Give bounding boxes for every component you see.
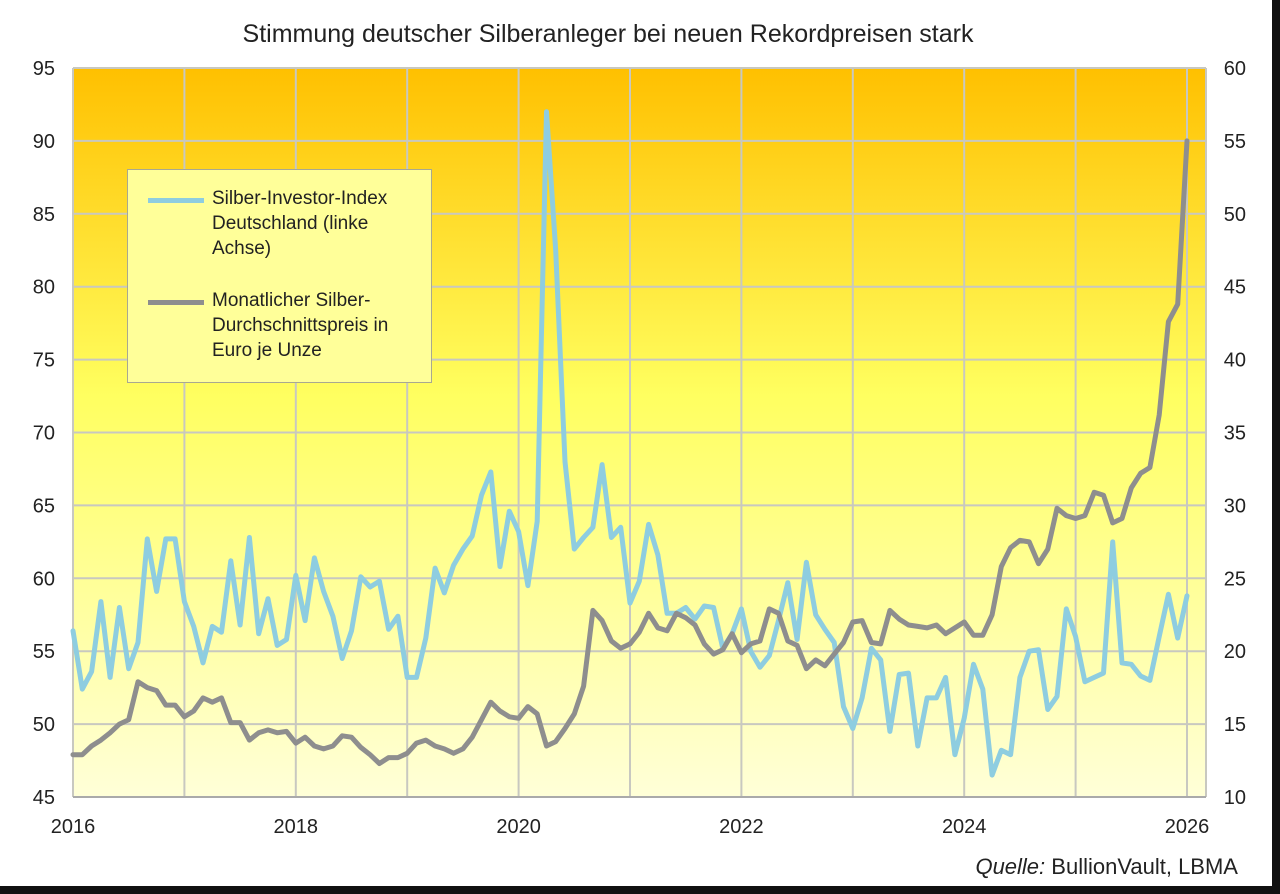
left-axis-ticks: 45 50 55 60 65 70 75 80 85 90 95 — [33, 58, 55, 809]
right-tick-label: 45 — [1224, 277, 1246, 299]
left-tick-label: 95 — [33, 58, 55, 80]
legend-item-index: Silber-Investor-Index Deutschland (linke… — [128, 186, 427, 261]
right-tick-label: 30 — [1224, 495, 1246, 517]
x-tick-label: 2016 — [51, 816, 96, 838]
legend-item-price: Monatlicher Silber- Durchschnittspreis i… — [128, 288, 427, 363]
legend-text: Euro je Unze — [212, 340, 322, 361]
left-tick-label: 85 — [33, 204, 55, 226]
left-tick-label: 45 — [33, 787, 55, 809]
x-tick-label: 2024 — [942, 816, 987, 838]
right-tick-label: 50 — [1224, 204, 1246, 226]
right-tick-label: 35 — [1224, 423, 1246, 445]
source-label: Quelle: — [975, 854, 1046, 879]
legend-text: Durchschnittspreis in — [212, 315, 389, 336]
left-tick-label: 90 — [33, 131, 55, 153]
left-tick-label: 60 — [33, 568, 55, 590]
left-tick-label: 50 — [33, 714, 55, 736]
x-tick-label: 2022 — [719, 816, 764, 838]
right-tick-label: 40 — [1224, 350, 1246, 372]
x-tick-label: 2018 — [274, 816, 319, 838]
right-tick-label: 60 — [1224, 58, 1246, 80]
legend-text: Deutschland (linke — [212, 213, 369, 234]
series-line-silver-price-eur — [70, 138, 1190, 766]
legend-text: Achse) — [212, 238, 272, 259]
legend-text: Silber-Investor-Index — [212, 188, 388, 209]
legend-text: Monatlicher Silber- — [212, 290, 371, 311]
series-lines — [70, 109, 1190, 778]
left-tick-label: 80 — [33, 277, 55, 299]
source-text: BullionVault, LBMA — [1051, 854, 1238, 879]
left-tick-label: 55 — [33, 641, 55, 663]
legend: Silber-Investor-Index Deutschland (linke… — [127, 169, 432, 383]
right-tick-label: 20 — [1224, 641, 1246, 663]
right-tick-label: 55 — [1224, 131, 1246, 153]
legend-swatch-index — [148, 198, 204, 203]
left-tick-label: 75 — [33, 350, 55, 372]
x-tick-label: 2020 — [496, 816, 541, 838]
left-tick-label: 70 — [33, 423, 55, 445]
right-tick-label: 15 — [1224, 714, 1246, 736]
right-tick-label: 25 — [1224, 568, 1246, 590]
right-tick-label: 10 — [1224, 787, 1246, 809]
source-note: Quelle: BullionVault, LBMA — [975, 854, 1238, 880]
x-axis-ticks: 2016 2018 2020 2022 2024 2026 — [51, 816, 1210, 838]
chart-title: Stimmung deutscher Silberanleger bei neu… — [242, 20, 974, 48]
x-tick-label: 2026 — [1165, 816, 1210, 838]
right-axis-ticks: 10 15 20 25 30 35 40 45 50 55 60 — [1224, 58, 1246, 809]
legend-swatch-price — [148, 300, 204, 305]
series-line-silver-investor-index — [70, 109, 1190, 778]
left-tick-label: 65 — [33, 495, 55, 517]
